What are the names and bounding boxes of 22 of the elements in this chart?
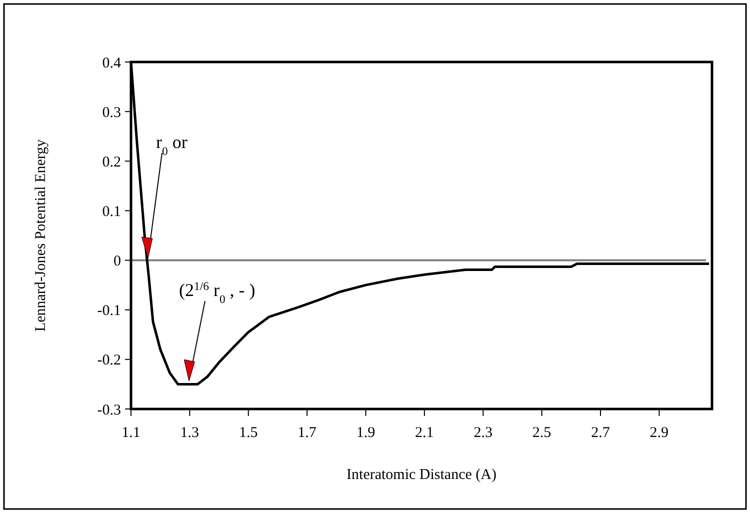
y-tick-label: 0.3 <box>102 104 121 121</box>
x-tick-label: 1.5 <box>239 425 258 441</box>
x-axis-title: Interatomic Distance (A) <box>346 467 496 483</box>
x-tick-label: 2.1 <box>415 425 434 441</box>
x-tick-label: 2.9 <box>650 425 669 441</box>
x-tick-label: 2.7 <box>591 425 610 441</box>
y-tick-label: -0.2 <box>97 352 121 369</box>
x-tick-label: 1.1 <box>122 425 140 441</box>
y-tick-label: -0.1 <box>97 303 121 320</box>
y-tick-label: 0.4 <box>102 55 122 72</box>
x-tick-label: 1.3 <box>180 425 200 441</box>
y-axis-title: Lennard-Jones Potential Energy <box>33 138 49 332</box>
annotation: (2$^{1/6}$ r$_{0}$ , - ) <box>179 280 256 306</box>
y-tick-label: -0.3 <box>97 402 121 418</box>
y-tick-label: 0.2 <box>102 154 121 170</box>
x-tick-label: 2.3 <box>474 425 492 441</box>
y-tick-label: 0.1 <box>102 204 121 220</box>
x-tick-label: 1.7 <box>298 425 317 441</box>
x-tick-label: 1.9 <box>356 425 376 441</box>
x-tick-label: 2.5 <box>532 425 552 441</box>
annotation: r$_{0}$ or <box>156 132 188 158</box>
y-tick-label: 0 <box>114 254 121 270</box>
